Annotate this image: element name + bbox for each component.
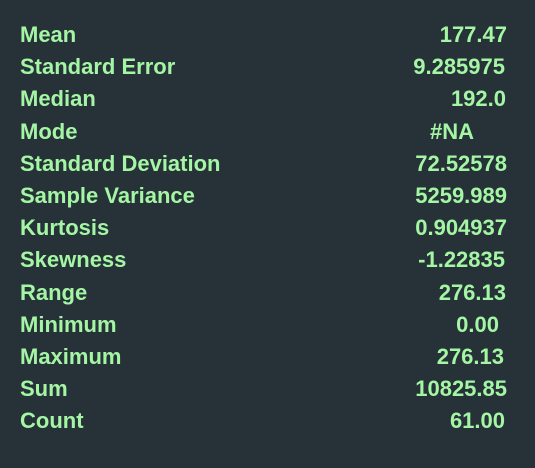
stat-value: 276.13 [436, 343, 504, 369]
stat-row-skewness: Skewness -1.22835 [0, 244, 535, 276]
stat-label: Sum [20, 376, 68, 402]
stat-label: Median [20, 86, 96, 112]
stat-value: -1.22835 [418, 247, 505, 273]
stat-row-kurtosis: Kurtosis 0.904937 [0, 212, 535, 244]
stat-row-count: Count 61.00 [0, 405, 535, 437]
stat-value: 72.52578 [415, 150, 507, 176]
stat-label: Range [20, 279, 88, 305]
stat-label: Mode [20, 118, 78, 144]
stat-label: Count [20, 408, 84, 434]
stat-value: 10825.85 [415, 376, 507, 402]
stat-value: 0.00 [456, 311, 499, 337]
stat-label: Kurtosis [20, 215, 110, 241]
stat-row-range: Range 276.13 [0, 277, 535, 309]
stat-label: Sample Variance [20, 182, 195, 208]
stat-value: 192.0 [450, 86, 506, 112]
stat-label: Mean [20, 22, 77, 47]
stat-value: 9.285975 [413, 54, 505, 80]
stat-label: Skewness [20, 247, 127, 273]
stat-row-sample-variance: Sample Variance 5259.989 [0, 180, 535, 212]
stat-value: 61.00 [449, 408, 505, 434]
stat-row-median: Median 192.0 [0, 83, 535, 115]
stat-row-maximum: Maximum 276.13 [0, 341, 535, 373]
stat-label: Maximum [20, 343, 122, 369]
stat-label: Minimum [20, 311, 117, 337]
stat-row-minimum: Minimum 0.00 [0, 309, 535, 341]
stat-row-sum: Sum 10825.85 [0, 373, 535, 405]
stat-value: 177.47 [439, 22, 507, 47]
stat-label: Standard Deviation [20, 150, 221, 176]
stat-row-mode: Mode #NA [0, 116, 535, 148]
stat-value: 276.13 [438, 279, 506, 305]
stat-label: Standard Error [20, 54, 176, 80]
stat-value: 0.904937 [415, 215, 507, 241]
stat-value: #NA [429, 118, 474, 144]
stat-value: 5259.989 [415, 182, 507, 208]
stat-row-standard-error: Standard Error 9.285975 [0, 51, 535, 83]
stat-row-standard-deviation: Standard Deviation 72.52578 [0, 148, 535, 180]
stat-row-mean: Mean 177.47 [0, 19, 535, 51]
descriptive-statistics-table: Mean 177.47 Standard Error 9.285975 Medi… [0, 19, 535, 437]
